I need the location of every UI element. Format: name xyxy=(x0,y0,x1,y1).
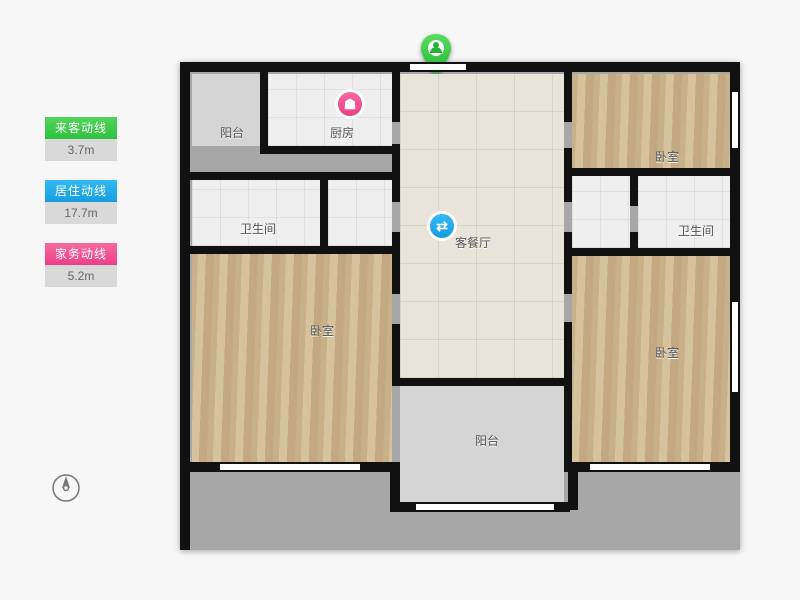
window xyxy=(220,464,360,470)
room-bed-br xyxy=(572,256,730,462)
window xyxy=(410,64,466,70)
wall xyxy=(564,248,730,256)
wall xyxy=(180,62,190,550)
room-living xyxy=(400,74,564,378)
legend-living-value: 17.7m xyxy=(45,202,117,224)
wall xyxy=(260,146,400,154)
door-gap xyxy=(392,122,400,144)
wall xyxy=(320,172,328,252)
legend-house: 家务动线 5.2m xyxy=(45,243,117,287)
legend-guest-title: 来客动线 xyxy=(45,117,117,139)
room-kitchen xyxy=(268,74,392,146)
kitchen-marker-icon: ☗ xyxy=(338,92,362,116)
legend-living-title: 居住动线 xyxy=(45,180,117,202)
compass-icon xyxy=(50,472,82,504)
legend-living: 居住动线 17.7m xyxy=(45,180,117,224)
door-gap xyxy=(392,294,400,324)
door-gap xyxy=(392,202,400,232)
door-gap xyxy=(630,206,638,232)
door-gap xyxy=(564,294,572,322)
wall xyxy=(190,172,400,180)
floor-plan: 阳台厨房卫生间卧室客餐厅阳台卧室卫生间卧室☗⇄ xyxy=(180,62,740,550)
door-gap xyxy=(564,202,572,232)
window xyxy=(416,504,554,510)
wall xyxy=(392,378,572,386)
wall xyxy=(260,72,268,152)
stage: 来客动线 3.7m 居住动线 17.7m 家务动线 5.2m xyxy=(0,0,800,600)
room-bed-bl xyxy=(192,254,392,462)
legend-guest: 来客动线 3.7m xyxy=(45,117,117,161)
room-balcony-top xyxy=(192,74,260,146)
living-marker-icon: ⇄ xyxy=(430,214,454,238)
wall xyxy=(180,352,190,472)
room-lobby-right xyxy=(572,176,630,248)
room-bed-tr xyxy=(572,74,730,168)
door-gap xyxy=(564,122,572,148)
window xyxy=(732,302,738,392)
room-hall-seg xyxy=(328,180,392,246)
legend-guest-value: 3.7m xyxy=(45,139,117,161)
wall xyxy=(564,168,730,176)
room-bath-right xyxy=(638,176,730,248)
legend-house-value: 5.2m xyxy=(45,265,117,287)
wall xyxy=(190,246,400,254)
room-bath-left xyxy=(192,180,320,246)
room-balcony-bottom xyxy=(400,386,564,504)
window xyxy=(590,464,710,470)
legend-house-title: 家务动线 xyxy=(45,243,117,265)
window xyxy=(732,92,738,148)
